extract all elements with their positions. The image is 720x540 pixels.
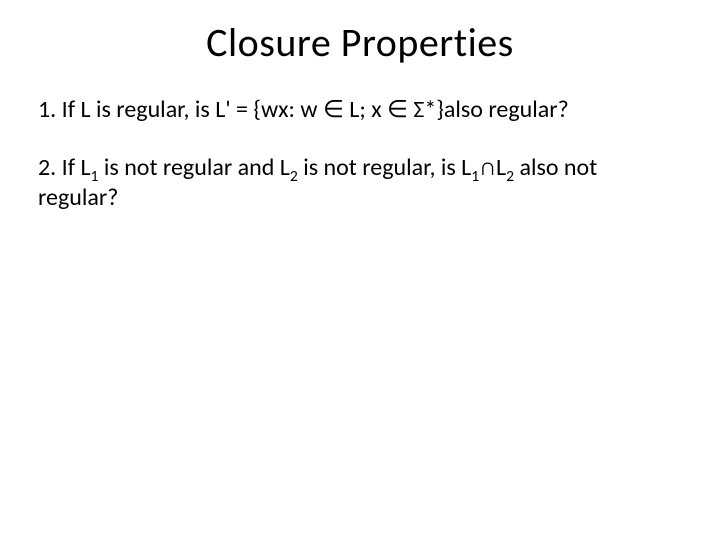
q2-part-d: ∩L — [479, 153, 506, 182]
q2-sub-4: 2 — [506, 167, 514, 186]
q2-part-c: is not regular, is L — [298, 153, 472, 182]
slide: Closure Properties 1. If L is regular, i… — [0, 0, 720, 540]
q2-part-b: is not regular and L — [98, 153, 289, 182]
slide-title: Closure Properties — [0, 0, 720, 77]
q2-sub-3: 1 — [471, 167, 479, 186]
question-1: 1. If L is regular, is L' = {wx: w ∈ L; … — [38, 95, 682, 125]
slide-body: 1. If L is regular, is L' = {wx: w ∈ L; … — [0, 77, 720, 213]
question-1-text: 1. If L is regular, is L' = {wx: w ∈ L; … — [38, 95, 569, 124]
question-2: 2. If L1 is not regular and L2 is not re… — [38, 153, 682, 213]
q2-sub-2: 2 — [290, 167, 298, 186]
q2-part-a: 2. If L — [38, 153, 91, 182]
